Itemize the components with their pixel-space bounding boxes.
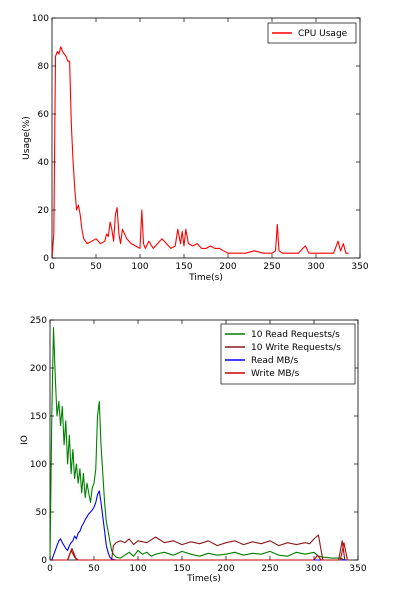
io-series-line-3 [50,542,350,561]
io-x-tick-label: 50 [88,564,100,574]
cpu-x-tick-label: 350 [351,262,368,272]
cpu-y-tick-label: 100 [32,14,49,24]
io-x-tick-label: 300 [305,564,322,574]
io-x-axis-label: Time(s) [186,574,221,584]
io-x-tick-label: 250 [261,564,278,574]
io-y-ticks: 0 50 100 150 200 250 [30,316,358,566]
io-legend-label-0: 10 Read Requests/s [251,330,340,340]
cpu-series-line-0 [51,46,349,259]
cpu-series-group [51,46,349,259]
io-series-line-0 [49,327,350,561]
io-legend-label-1: 10 Write Requests/s [251,343,341,353]
io-series-line-2 [50,490,350,561]
io-y-axis-label: IO [20,435,30,445]
io-y-tick-label: 50 [36,508,48,518]
io-x-tick-label: 150 [173,564,190,574]
cpu-y-axis-label: Usage(%) [22,116,32,160]
cpu-x-tick-label: 50 [90,262,102,272]
io-y-tick-label: 200 [30,364,47,374]
cpu-chart: 0 50 100 150 200 250 300 350 0 20 40 60 80 100 Time(… [22,14,369,283]
cpu-legend-box [267,22,357,44]
cpu-legend-label: CPU Usage [298,29,348,39]
io-legend-label-3: Write MB/s [251,369,300,379]
cpu-x-tick-label: 300 [307,262,324,272]
io-legend-label-2: Read MB/s [251,356,298,366]
cpu-legend: CPU Usage [267,22,357,44]
io-x-tick-label: 100 [129,564,146,574]
io-chart: 0 50 100 150 200 250 300 350 0 50 100 150 200 250 Ti… [20,316,367,584]
io-y-tick-label: 100 [30,460,47,470]
cpu-x-tick-label: 200 [219,262,236,272]
cpu-y-tick-label: 60 [38,110,50,120]
io-y-tick-label: 250 [30,316,47,326]
cpu-y-tick-label: 0 [43,254,49,264]
cpu-x-tick-label: 250 [263,262,280,272]
io-x-tick-label: 0 [47,564,53,574]
cpu-y-tick-label: 20 [38,206,50,216]
io-x-tick-label: 200 [217,564,234,574]
cpu-x-ticks: 0 50 100 150 200 250 300 350 [49,18,369,272]
io-x-tick-label: 350 [349,564,366,574]
io-legend-items: 10 Read Requests/s 10 Write Requests/s Rea… [225,330,341,379]
cpu-y-tick-label: 40 [38,158,50,168]
cpu-y-ticks: 0 20 40 60 80 100 [32,14,360,264]
cpu-x-axis-label: Time(s) [188,273,223,283]
cpu-x-tick-label: 0 [49,262,55,272]
cpu-x-tick-label: 100 [131,262,148,272]
cpu-y-tick-label: 80 [38,62,50,72]
cpu-x-tick-label: 150 [175,262,192,272]
cpu-plot-frame [51,17,361,259]
io-legend: 10 Read Requests/s 10 Write Requests/s Rea… [220,323,356,385]
io-y-tick-label: 150 [30,412,47,422]
io-y-tick-label: 0 [41,556,47,566]
io-x-ticks: 0 50 100 150 200 250 300 350 [47,320,367,574]
